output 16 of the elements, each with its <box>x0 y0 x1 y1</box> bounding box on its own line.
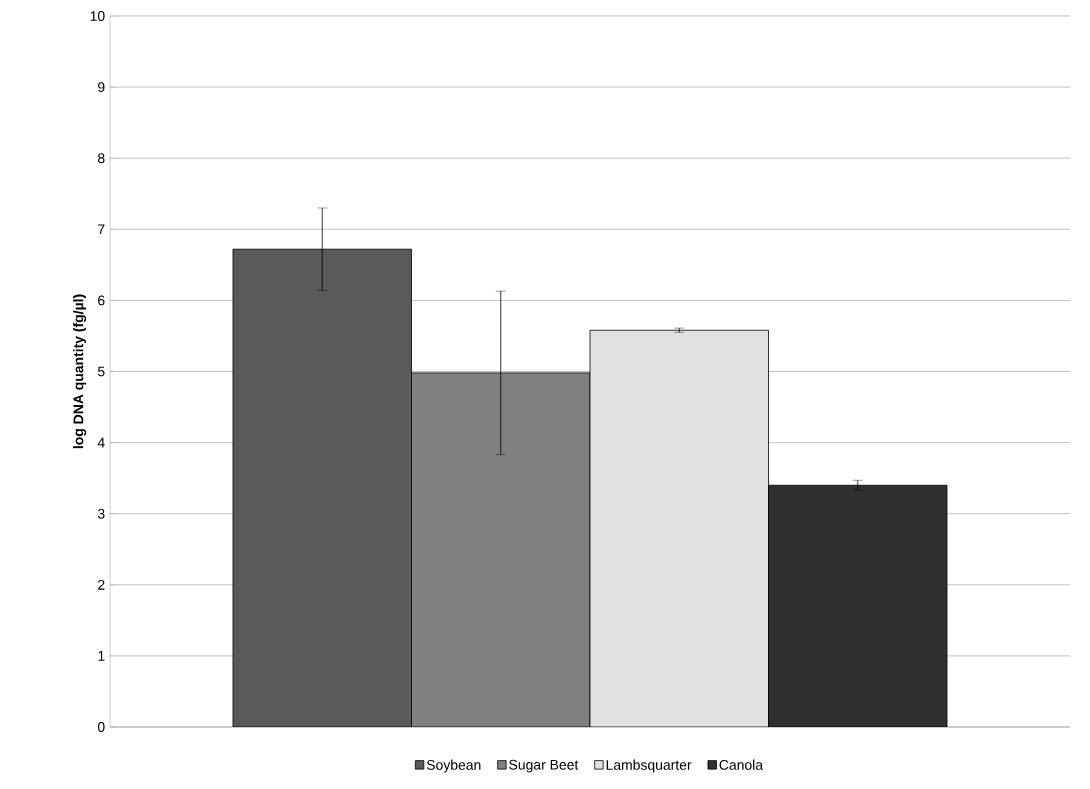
y-tick-label: 2 <box>98 579 105 590</box>
y-tick-label: 5 <box>97 366 105 377</box>
legend-label: Canola <box>719 759 764 770</box>
legend-label: Soybean <box>426 759 481 773</box>
y-tick-label: 4 <box>97 437 105 448</box>
y-tick-label: 6 <box>98 295 105 306</box>
y-axis-title: log DNA quantity (fg/µl) <box>73 294 87 449</box>
legend-label: Sugar Beet <box>509 759 579 773</box>
y-tick-label: 0 <box>97 722 105 732</box>
y-tick-label: 7 <box>98 224 105 235</box>
y-tick-label: 9 <box>98 82 105 93</box>
y-tick-label: 3 <box>97 508 105 519</box>
y-tick-label: 10 <box>90 11 105 21</box>
legend-label: Lambsquarter <box>606 759 692 773</box>
y-tick-label: 1 <box>98 651 105 661</box>
y-tick-label: 8 <box>98 153 105 164</box>
